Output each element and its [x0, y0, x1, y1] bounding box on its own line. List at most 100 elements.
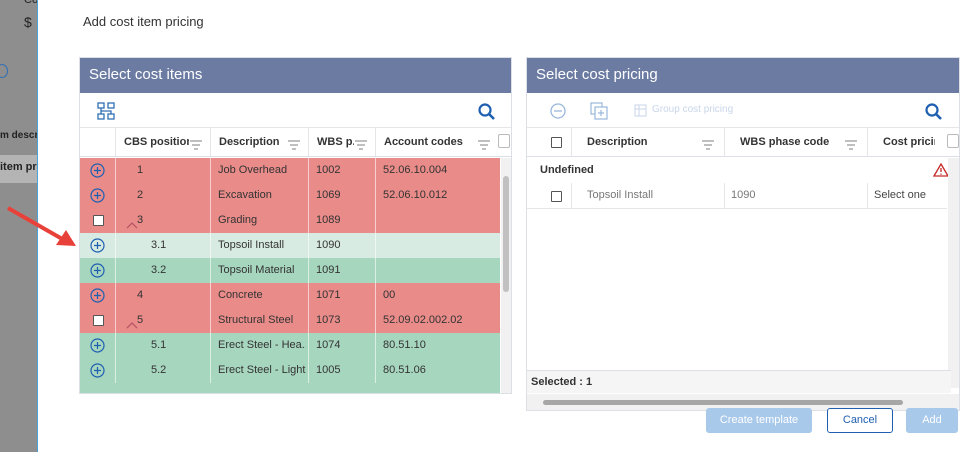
header-row: Description WBS phase code Cost pricing [527, 127, 959, 157]
account-cell: 00 [383, 289, 396, 301]
scrollbar[interactable] [948, 158, 959, 388]
col-sep [724, 128, 725, 156]
cell-sep [375, 258, 376, 283]
table-row: 5.2 Erect Steel - Light 1005 80.51.06 [80, 358, 500, 384]
column-header: Description [587, 136, 648, 148]
cbs-cell: 5.2 [151, 364, 167, 376]
header-row: CBS position Description WBS p... Account c… [80, 127, 511, 157]
description-cell: Structural Steel [218, 314, 294, 326]
filter-icon[interactable] [702, 137, 714, 155]
group-button[interactable]: Group cost pricing [652, 104, 734, 115]
cancel-button[interactable]: Cancel [827, 408, 893, 433]
description-cell: Excavation [218, 189, 272, 201]
description-cell: Erect Steel - Light [218, 364, 306, 376]
right-panel: Select cost pricing Group cost pricing D… [526, 57, 960, 411]
cbs-cell: 4 [137, 289, 144, 301]
table-row: Topsoil Install 1090 Select one [527, 183, 947, 209]
expand-caret[interactable] [126, 316, 138, 334]
cell-sep [210, 208, 211, 233]
left-panel: Select cost items CBS position Descriptio… [79, 57, 512, 394]
table-row: 5 Structural Steel 1073 52.09.02.002.02 [80, 308, 500, 334]
cell-sep [308, 233, 309, 258]
cbs-cell: 3.1 [151, 239, 167, 251]
cell-sep [867, 183, 868, 208]
column-header: Account codes [384, 136, 463, 148]
cell-sep [308, 183, 309, 208]
cell-sep [210, 258, 211, 283]
cell-sep [571, 183, 572, 208]
column-header: Description [219, 136, 280, 148]
wbs-cell: 1005 [316, 364, 341, 376]
cbs-cell: 1 [137, 164, 144, 176]
table-row: 3.1 Topsoil Install 1090 [80, 233, 500, 259]
cell-sep [115, 283, 116, 308]
column-header: Cost pricing [883, 136, 935, 148]
checkbox[interactable] [93, 315, 104, 326]
wbs-cell: 1090 [316, 239, 341, 251]
column-header: WBS p... [317, 136, 354, 148]
cell-sep [115, 258, 116, 283]
cell-sep [210, 358, 211, 383]
pricing-cell: Select one [874, 189, 926, 201]
col-sep [375, 128, 376, 156]
add-icon[interactable] [590, 102, 608, 120]
col-sep [947, 134, 959, 148]
filter-icon[interactable] [845, 137, 857, 155]
hierarchy-icon[interactable] [97, 102, 115, 120]
cell-sep [115, 308, 116, 333]
col-sep [210, 128, 211, 156]
add-row-icon[interactable] [90, 363, 105, 383]
checkbox[interactable] [93, 215, 104, 226]
group-icon[interactable] [634, 104, 647, 117]
wbs-cell: 1073 [316, 314, 341, 326]
table-body: 1 Job Overhead 1002 52.06.10.004 2 Excavation… [80, 158, 500, 393]
checkbox[interactable] [551, 137, 562, 148]
wbs-cell: 1090 [731, 189, 756, 201]
bg-text: m descr [0, 130, 37, 141]
wbs-cell: 1071 [316, 289, 341, 301]
cell-sep [375, 333, 376, 358]
warning-icon [933, 163, 949, 177]
search-icon[interactable] [925, 103, 943, 121]
add-row-icon[interactable] [90, 263, 105, 283]
description-cell: Topsoil Install [218, 239, 285, 251]
remove-icon[interactable] [550, 103, 566, 119]
cbs-cell: 3 [137, 214, 144, 226]
annotation-arrow [7, 206, 76, 246]
table-row: 1 Job Overhead 1002 52.06.10.004 [80, 158, 500, 184]
add-button[interactable]: Add [906, 408, 958, 433]
dialog-title: Add cost item pricing [83, 14, 204, 29]
add-row-icon[interactable] [90, 288, 105, 308]
cell-sep [308, 258, 309, 283]
filter-icon[interactable] [478, 137, 490, 155]
checkbox[interactable] [551, 191, 562, 202]
cell-sep [724, 183, 725, 208]
group-row: Undefined [527, 158, 949, 184]
table-row: 3.2 Topsoil Material 1091 [80, 258, 500, 284]
account-cell: 52.06.10.004 [383, 164, 448, 176]
description-cell: Grading [218, 214, 258, 226]
h-scrollbar[interactable] [527, 394, 959, 410]
expand-caret[interactable] [126, 216, 138, 234]
add-row-icon[interactable] [90, 188, 105, 208]
cell-sep [115, 233, 116, 258]
cell-sep [210, 333, 211, 358]
table-row: 4 Concrete 1071 00 [80, 283, 500, 309]
account-cell: 80.51.06 [383, 364, 426, 376]
scrollbar[interactable] [501, 158, 511, 393]
filter-icon[interactable] [190, 137, 202, 155]
add-row-icon[interactable] [90, 238, 105, 258]
column-header: CBS position [124, 136, 189, 148]
filter-icon[interactable] [355, 137, 367, 155]
account-cell: 52.06.10.012 [383, 189, 448, 201]
search-icon[interactable] [478, 103, 496, 121]
col-sep [867, 128, 868, 156]
filter-icon[interactable] [288, 137, 300, 155]
selection-footer: Selected : 1 [527, 370, 951, 393]
add-row-icon[interactable] [90, 163, 105, 183]
create-template-button[interactable]: Create template [706, 408, 812, 433]
cell-sep [308, 283, 309, 308]
table-row: 3 Grading 1089 [80, 208, 500, 234]
add-row-icon[interactable] [90, 338, 105, 358]
